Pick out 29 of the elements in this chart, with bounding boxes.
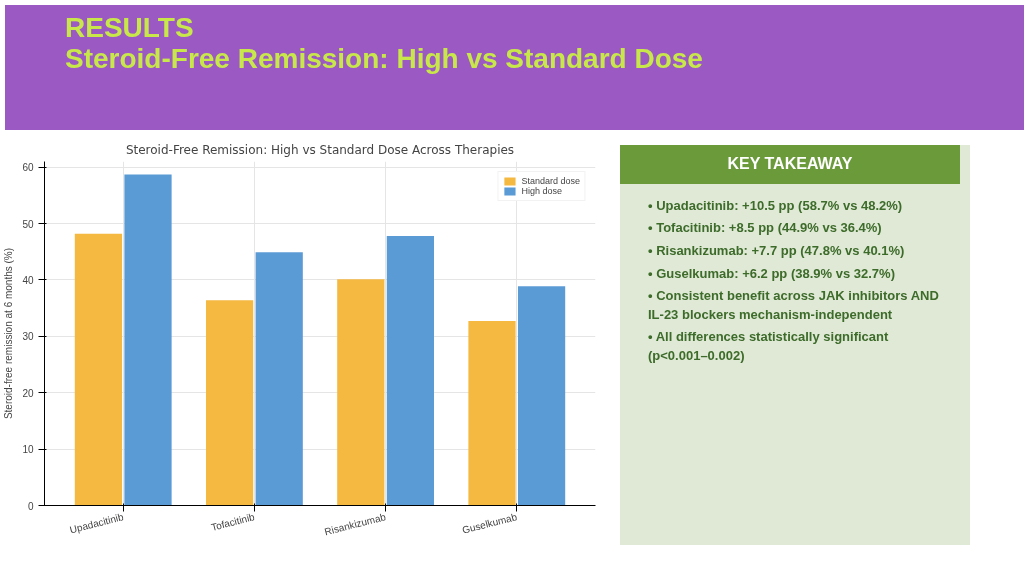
legend-label: Standard dose — [521, 176, 580, 186]
y-tick-label: 20 — [22, 387, 34, 399]
bar — [337, 279, 385, 506]
bar — [206, 300, 254, 506]
bar — [124, 174, 172, 506]
y-tick-label: 40 — [22, 274, 34, 286]
y-tick-label: 60 — [22, 162, 34, 174]
bar — [255, 252, 303, 506]
text: KEY TAKEAWAY — [620, 145, 960, 184]
text: • Upadacitinib: +10.5 pp (58.7% vs 48.2%) — [648, 196, 904, 215]
y-tick-label: 30 — [22, 331, 34, 343]
y-tick-label: 10 — [22, 444, 34, 456]
legend-label: High dose — [521, 186, 562, 196]
x-tick-label: Tofacitinib — [209, 511, 257, 533]
text: Steroid-Free Remission: High vs Standard Dose — [65, 42, 703, 75]
bar — [386, 235, 434, 506]
bar — [74, 233, 123, 506]
text: RESULTS — [65, 12, 195, 44]
y-tick-label: 50 — [22, 218, 34, 230]
bar — [517, 286, 566, 506]
bar — [468, 321, 516, 506]
chart-title: Steroid-Free Remission: High vs Standard Dose Across Therapies — [125, 142, 515, 157]
text: • Consistent benefit across JAK inhibitors AND IL-23 blockers mechanism-independent — [648, 287, 940, 324]
y-tick-label: 0 — [27, 500, 34, 512]
text: • Guselkumab: +6.2 pp (38.9% vs 32.7%) — [648, 264, 896, 283]
text: • Tofacitinib: +8.5 pp (44.9% vs 36.4%) — [648, 219, 883, 238]
y-axis-title: Steroid-free remission at 6 months (%) — [3, 247, 15, 420]
text: • Risankizumab: +7.7 pp (47.8% vs 40.1%) — [648, 241, 906, 260]
text: • All differences statistically significant (p<0.001–0.002) — [648, 328, 890, 365]
